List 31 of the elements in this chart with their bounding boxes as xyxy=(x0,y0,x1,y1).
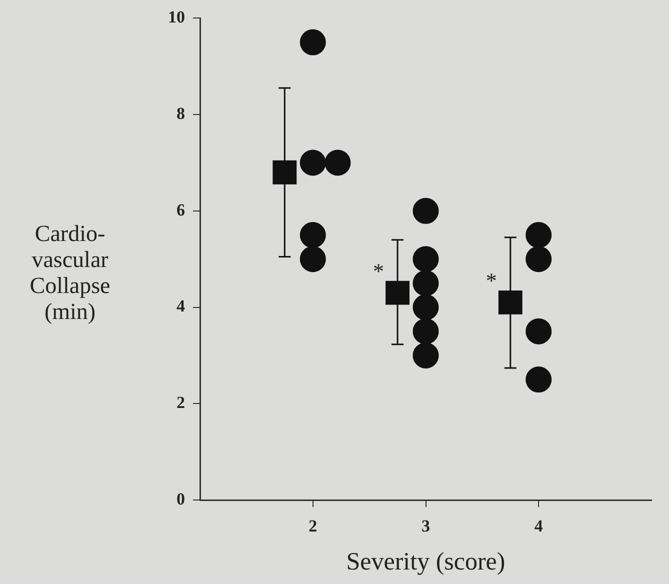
point xyxy=(300,246,326,272)
y-tick-label: 0 xyxy=(176,489,185,508)
annotation: * xyxy=(486,268,497,294)
point xyxy=(300,222,326,248)
x-tick-label: 2 xyxy=(308,516,318,536)
point xyxy=(498,290,522,314)
y-tick-label: 4 xyxy=(176,296,186,316)
point xyxy=(300,150,326,176)
x-axis-title: Severity (score) xyxy=(346,548,506,576)
x-tick-label: 4 xyxy=(534,516,544,536)
point xyxy=(526,318,552,344)
annotation: * xyxy=(373,258,384,284)
point xyxy=(412,342,439,368)
point xyxy=(324,150,351,176)
point xyxy=(386,280,410,305)
point xyxy=(300,29,326,56)
point xyxy=(412,198,439,224)
point xyxy=(526,246,552,272)
y-tick-label: 10 xyxy=(168,8,185,27)
y-tick-label: 8 xyxy=(176,104,185,123)
y-tick-label: 6 xyxy=(176,200,185,220)
point xyxy=(526,222,552,248)
point xyxy=(412,270,439,296)
point xyxy=(412,246,439,272)
point xyxy=(272,160,297,184)
point xyxy=(412,318,439,344)
point xyxy=(526,366,552,393)
y-tick-label: 2 xyxy=(176,393,185,412)
x-tick-label: 3 xyxy=(422,516,430,536)
point xyxy=(412,294,439,320)
y-axis-title: Cardio- vascular Collapse (min) xyxy=(30,221,110,324)
